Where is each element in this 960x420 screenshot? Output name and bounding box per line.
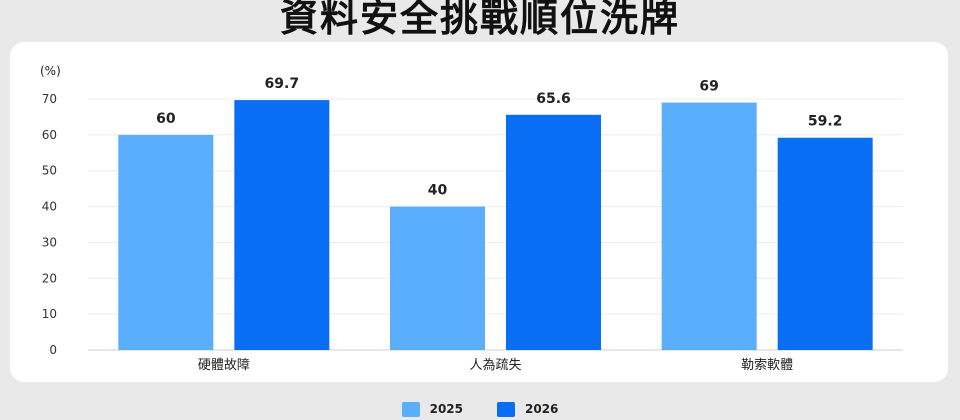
data-label-2026-0: 69.7 xyxy=(265,76,300,92)
data-label-2025-2: 69 xyxy=(699,79,718,95)
grid-layer xyxy=(88,98,903,351)
legend: 2025 2026 xyxy=(0,398,960,420)
bar-2026-0 xyxy=(234,100,330,350)
y-tick-label-0: 0 xyxy=(49,343,57,357)
legend-label-2026: 2026 xyxy=(525,402,559,416)
x-tick-label-1: 人為疏失 xyxy=(469,357,521,373)
y-tick-label-60: 60 xyxy=(42,128,57,142)
bar-2025-0 xyxy=(118,134,214,350)
legend-swatch-2026 xyxy=(497,401,515,417)
bar-2025-1 xyxy=(390,206,485,350)
legend-item-2026[interactable]: 2026 xyxy=(497,401,559,417)
y-tick-label-20: 20 xyxy=(42,271,57,285)
data-label-2026-1: 65.6 xyxy=(536,91,571,107)
y-tick-label-40: 40 xyxy=(42,200,57,214)
legend-item-2025[interactable]: 2025 xyxy=(401,401,463,417)
bar-2026-1 xyxy=(506,114,601,350)
bars-layer xyxy=(118,100,873,350)
legend-swatch-2025 xyxy=(401,401,420,417)
legend-label-2025: 2025 xyxy=(429,402,463,416)
y-axis-label: (%) xyxy=(40,64,61,78)
y-tick-label-10: 10 xyxy=(42,307,57,321)
y-tick-label-50: 50 xyxy=(42,164,57,178)
data-label-2025-1: 40 xyxy=(428,183,448,199)
x-tick-label-0: 硬體故障 xyxy=(198,358,250,373)
labels-layer: 0 10 20 30 40 50 60 70 60 69.7 硬體故障 40 65.6 人為疏失 69 59.… xyxy=(42,76,843,373)
chart-title: 資料安全挑戰順位洗牌 xyxy=(279,0,680,40)
data-label-2025-0: 60 xyxy=(156,111,176,127)
data-label-2026-2: 59.2 xyxy=(808,114,843,130)
y-tick-label-30: 30 xyxy=(42,235,57,249)
y-tick-label-70: 70 xyxy=(42,92,57,106)
x-tick-label-2: 勒索軟體 xyxy=(741,357,793,373)
bar-2025-2 xyxy=(661,102,757,350)
bar-2026-2 xyxy=(777,137,873,350)
